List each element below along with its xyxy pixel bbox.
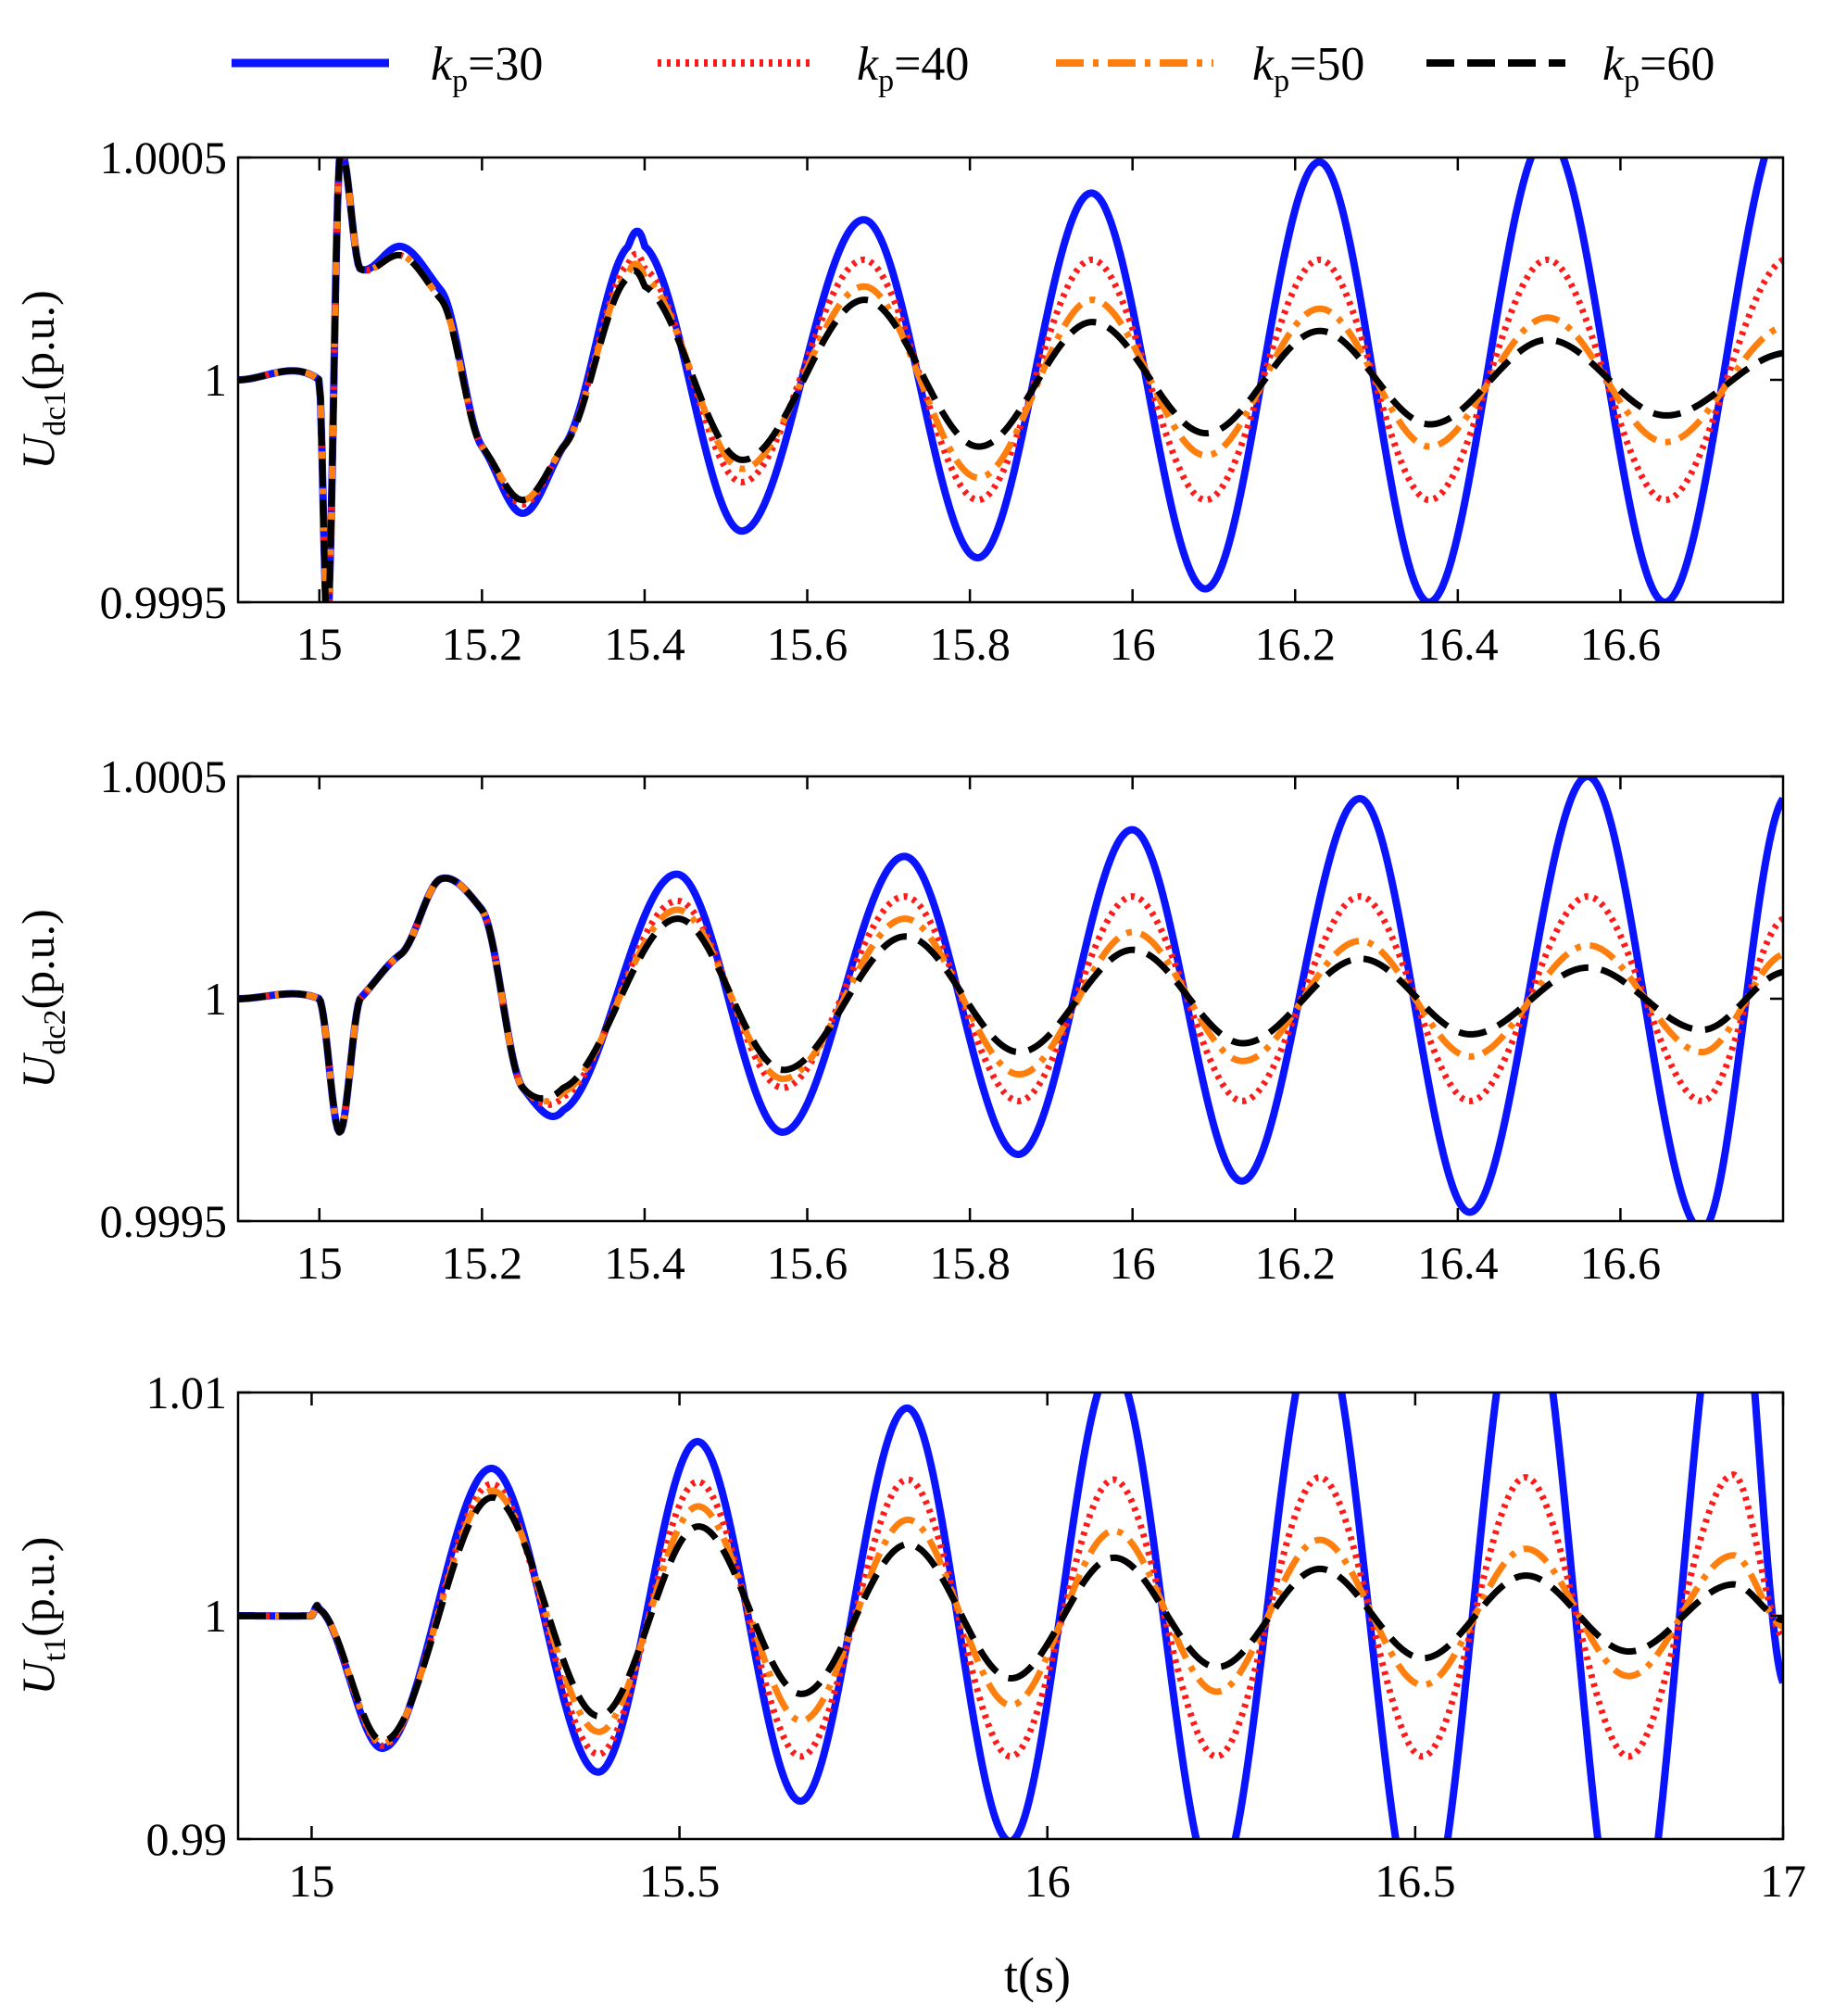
x-tick-label: 15.2 [442,1237,523,1289]
legend-label-kp40: kp=40 [857,38,969,98]
series-line-kp60 [238,875,1783,1136]
panel-ut1: Ut1(p.u.) 15 15.5 16 16.5 17 0.99 1 1.01 [12,1367,1806,1907]
x-tick-label: 16.6 [1580,1237,1662,1289]
x-tick-label: 16 [1024,1855,1071,1907]
ylabel-udc1: Udc1(p.u.) [12,290,72,470]
x-tick-label: 16 [1110,1237,1156,1289]
x-tick-label: 16.2 [1255,1237,1337,1289]
legend-item-kp50: kp=50 [1056,38,1364,98]
y-tick-label: 1 [204,354,227,406]
x-axis-label: t(s) [1004,1947,1071,2003]
x-tick-label: 16.4 [1417,618,1499,670]
series-line-kp30 [238,1392,1783,1839]
series-group [238,158,1783,602]
legend-label-kp30: kp=30 [431,38,543,98]
x-tick-label: 15.5 [639,1855,721,1907]
ylabel-ut1: Ut1(p.u.) [12,1537,72,1695]
x-tick-label: 15.4 [604,1237,685,1289]
y-tick-label: 0.99 [146,1813,228,1865]
legend: kp=30 kp=40 kp=50 kp=60 [232,38,1715,98]
legend-label-kp60: kp=60 [1602,38,1715,98]
y-tick-label: 1.01 [146,1367,228,1418]
x-tick-label: 15.8 [929,1237,1011,1289]
x-tick-label: 16.4 [1417,1237,1499,1289]
series-group [238,776,1783,1221]
x-tick-label: 15 [296,618,343,670]
series-line-kp50 [238,1487,1783,1747]
x-tick-label: 15.4 [604,618,685,670]
x-tick-label: 16.6 [1580,618,1662,670]
y-tick-label: 1 [204,1590,227,1642]
x-tick-label: 17 [1760,1855,1806,1907]
x-tick-label: 16.5 [1375,1855,1456,1907]
legend-item-kp40: kp=40 [658,38,969,98]
series-line-kp40 [238,1471,1783,1760]
series-line-kp60 [238,158,1783,602]
x-tick-label: 15.8 [929,618,1011,670]
series-line-kp60 [238,1493,1783,1745]
y-tick-label: 1.0005 [100,750,228,802]
panel-udc1: Udc1(p.u.) 15 15.2 15.4 15.6 15.8 16 16.2 16.4 1… [12,132,1785,670]
x-tick-label: 15.2 [442,618,523,670]
legend-item-kp60: kp=60 [1426,38,1715,98]
x-tick-label: 15 [296,1237,343,1289]
y-tick-label: 1 [204,973,227,1025]
panel-udc2: Udc2(p.u.) 15 15.2 15.4 15.6 15.8 16 16.2 16.4 1… [12,750,1785,1289]
y-tick-label: 0.9995 [100,576,228,628]
x-tick-label: 15 [288,1855,334,1907]
x-tick-label: 15.6 [767,1237,848,1289]
ylabel-udc2: Udc2(p.u.) [12,909,72,1089]
x-tick-label: 16.2 [1255,618,1337,670]
series-group [238,1392,1783,1839]
legend-label-kp50: kp=50 [1252,38,1364,98]
x-tick-label: 15.6 [767,618,848,670]
y-tick-label: 0.9995 [100,1195,228,1247]
legend-item-kp30: kp=30 [232,38,543,98]
x-tick-label: 16 [1110,618,1156,670]
series-line-kp50 [238,875,1783,1136]
y-tick-label: 1.0005 [100,132,228,183]
